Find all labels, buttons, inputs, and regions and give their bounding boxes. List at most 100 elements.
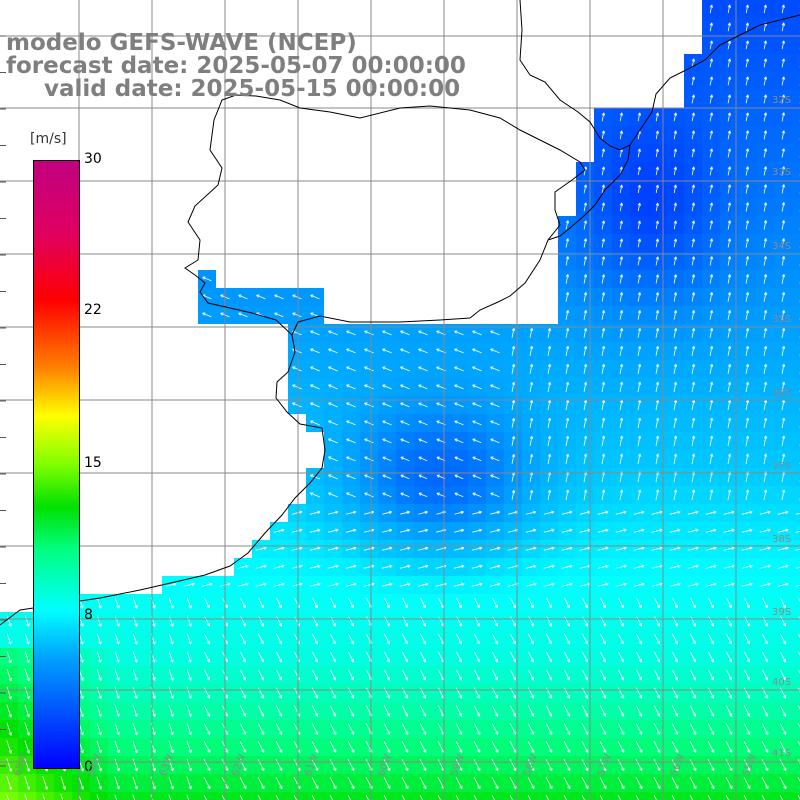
wind-arrow (600, 669, 606, 681)
wind-arrow (763, 40, 768, 50)
wind-arrow (781, 238, 786, 248)
wind-arrow (239, 741, 247, 753)
wind-arrow (381, 528, 393, 533)
wind-arrow (186, 776, 192, 790)
wind-arrow (563, 741, 571, 753)
wind-arrow (24, 758, 30, 772)
wind-arrow (547, 489, 552, 501)
wind-arrow (637, 363, 642, 374)
wind-arrow (690, 597, 696, 609)
wind-arrow (132, 615, 138, 627)
wind-arrow (255, 582, 267, 587)
wind-arrow (743, 759, 751, 772)
wind-arrow (258, 651, 264, 663)
wind-arrow (615, 546, 627, 551)
wind-arrow (617, 705, 625, 717)
wind-arrow (795, 530, 800, 533)
wind-arrow (258, 615, 264, 627)
wind-arrow (257, 777, 265, 790)
wind-arrow (727, 58, 732, 68)
wind-arrow (168, 758, 174, 772)
wind-arrow (709, 76, 714, 86)
wind-arrow (473, 687, 481, 699)
wind-arrow (673, 112, 678, 122)
wind-arrow (529, 327, 534, 338)
wind-arrow (168, 669, 174, 681)
wind-arrow (583, 345, 588, 356)
wind-arrow (781, 148, 786, 158)
wind-arrow (545, 723, 553, 735)
wind-arrow (490, 384, 500, 390)
wind-arrow (420, 633, 426, 645)
ocean-cell (738, 792, 756, 800)
wind-arrow (364, 330, 374, 336)
wind-arrow (564, 669, 570, 681)
wind-arrow (727, 327, 732, 338)
wind-arrow (633, 564, 645, 569)
forecast-date: forecast date: 2025-05-07 00:00:00 (6, 53, 466, 79)
wind-arrow (132, 740, 138, 754)
wind-arrow (186, 705, 192, 717)
ocean-cell (792, 468, 800, 486)
wind-arrow (347, 794, 351, 800)
wind-arrow (237, 582, 249, 587)
wind-arrow (763, 94, 768, 104)
wind-arrow (743, 794, 747, 800)
wind-arrow (309, 384, 320, 390)
wind-arrow (655, 202, 659, 212)
wind-arrow (745, 327, 750, 338)
wind-arrow (599, 777, 607, 790)
wind-arrow (528, 597, 534, 609)
wind-arrow (583, 435, 588, 447)
wind-arrow (673, 202, 677, 212)
wind-arrow (132, 669, 138, 681)
wind-arrow (745, 363, 750, 374)
wind-arrow (6, 668, 12, 682)
wind-arrow (779, 741, 787, 753)
wind-arrow (275, 741, 283, 753)
wind-arrow (583, 453, 588, 465)
wind-arrow (601, 148, 606, 158)
wind-arrow (582, 669, 588, 681)
wind-arrow (707, 777, 715, 790)
wind-arrow (763, 166, 768, 176)
wind-arrow (708, 651, 714, 663)
wind-arrow (745, 184, 750, 194)
wind-arrow (453, 564, 465, 569)
wind-arrow (781, 417, 786, 429)
wind-arrow (382, 510, 392, 515)
wind-arrow (726, 615, 732, 627)
wind-arrow (619, 256, 624, 266)
wind-arrow (114, 669, 120, 681)
wind-arrow (529, 417, 534, 428)
wind-arrow (763, 202, 768, 212)
wind-arrow (599, 705, 607, 717)
wind-arrow (655, 345, 660, 356)
wind-arrow (511, 417, 516, 428)
ocean-cell (792, 18, 800, 36)
wind-arrow (691, 112, 696, 122)
wind-arrow (474, 651, 480, 663)
wind-arrow (601, 274, 606, 284)
wind-arrow (777, 564, 789, 569)
wind-arrow (727, 309, 732, 320)
wind-arrow (330, 633, 336, 645)
wind-arrow (547, 381, 552, 392)
wind-arrow (563, 687, 571, 699)
wind-arrow (311, 705, 319, 717)
ocean-cell (522, 792, 540, 800)
wind-arrow (417, 564, 429, 569)
wind-arrow (364, 438, 374, 444)
colorbar-tick-8: 8 (84, 607, 93, 623)
wind-arrow (364, 348, 374, 354)
ocean-cell (252, 792, 270, 800)
wind-arrow (454, 456, 464, 462)
wind-arrow (364, 366, 374, 372)
wind-arrow (474, 597, 480, 609)
wind-arrow (615, 528, 627, 533)
wind-arrow (363, 528, 375, 533)
ocean-cell (468, 792, 486, 800)
lat-label-36s: 36S (772, 388, 792, 399)
wind-arrow (636, 669, 642, 681)
wind-arrow (489, 582, 501, 587)
